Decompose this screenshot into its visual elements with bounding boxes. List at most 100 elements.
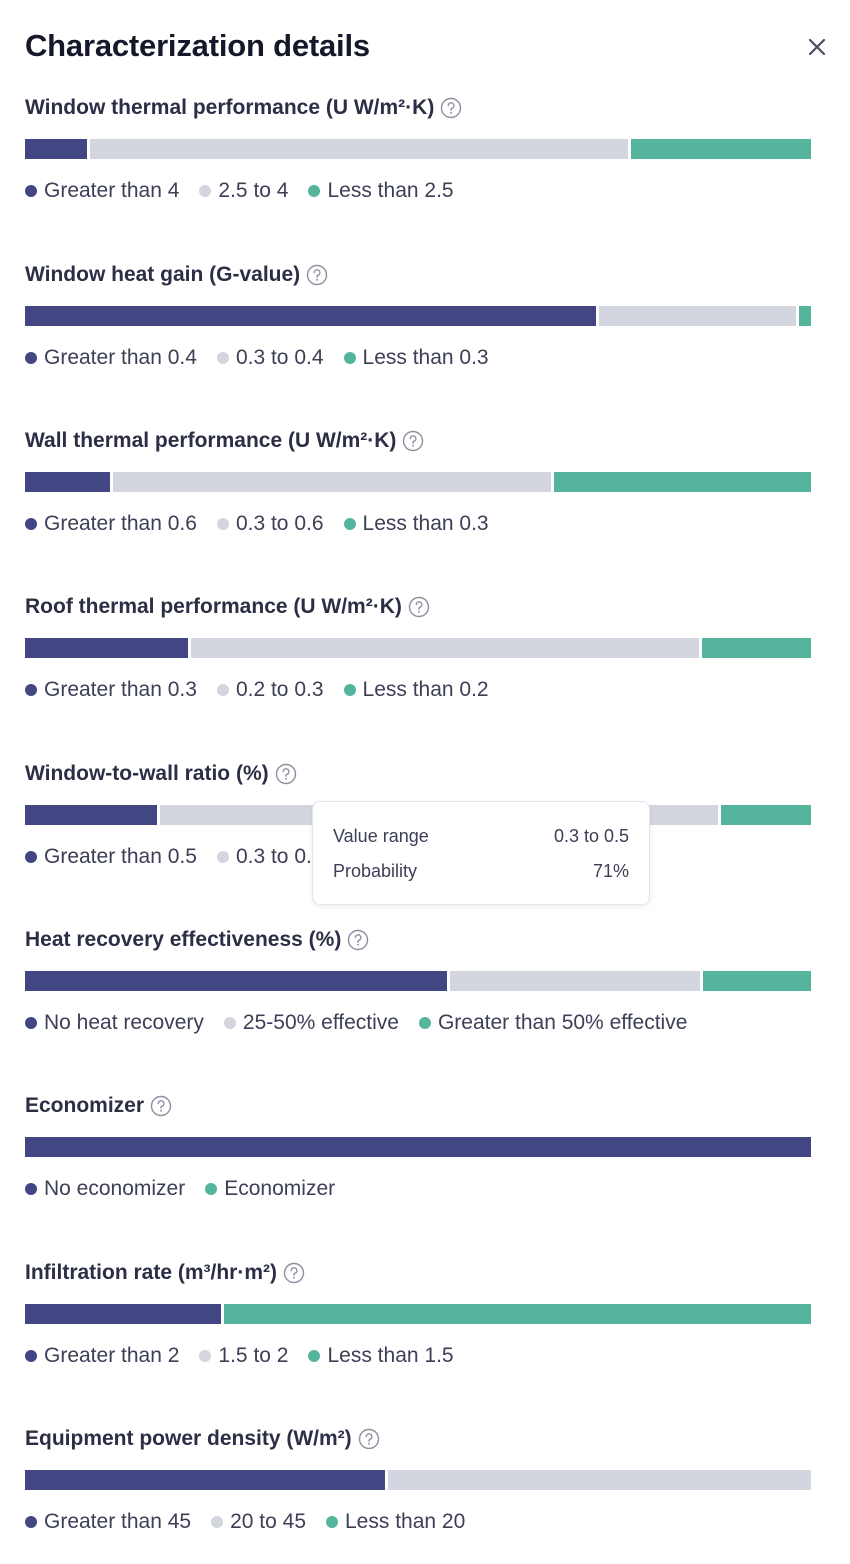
legend-dot-icon	[25, 352, 37, 364]
section-title-text: Heat recovery effectiveness (%)	[25, 928, 342, 951]
section-title: Economizer	[25, 1092, 811, 1120]
section-title: Window thermal performance (U W/m²·K)	[25, 94, 811, 122]
close-button[interactable]	[806, 36, 828, 58]
tooltip-probability-value: 71%	[592, 861, 629, 881]
legend-dot-icon	[199, 1350, 212, 1362]
bar-segment-low[interactable]	[630, 139, 811, 159]
help-icon[interactable]	[408, 596, 430, 618]
legend-item: Greater than 0.5	[25, 843, 197, 871]
bar-segment-mid[interactable]	[598, 306, 796, 326]
legend-dot-icon	[25, 1017, 37, 1029]
characterization-section: Wall thermal performance (U W/m²·K) Great…	[25, 427, 811, 538]
legend-item: Greater than 45	[25, 1508, 191, 1536]
legend-label: 1.5 to 2	[218, 1344, 289, 1367]
bar-segment-high[interactable]	[25, 1470, 386, 1490]
section-title: Window-to-wall ratio (%)	[25, 760, 811, 788]
legend-dot-icon	[205, 1183, 218, 1195]
legend-label: Greater than 45	[44, 1510, 192, 1533]
help-icon[interactable]	[306, 264, 328, 286]
legend-dot-icon	[25, 1516, 37, 1528]
close-icon	[808, 38, 826, 56]
characterization-section: Economizer No economizer Economizer	[25, 1092, 811, 1203]
help-icon[interactable]	[358, 1428, 380, 1450]
legend-item: 0.3 to 0.5	[216, 843, 324, 871]
legend-dot-icon	[25, 1183, 37, 1195]
distribution-bar[interactable]	[25, 971, 811, 991]
legend-item: Less than 1.5	[308, 1342, 454, 1370]
legend-item: 20 to 45	[211, 1508, 306, 1536]
bar-segment-high[interactable]	[25, 971, 447, 991]
legend-item: 0.2 to 0.3	[216, 676, 324, 704]
legend-item: 1.5 to 2	[199, 1342, 288, 1370]
legend-item: Greater than 0.3	[25, 676, 197, 704]
legend: No economizer Economizer	[25, 1175, 811, 1203]
legend-item: 25-50% effective	[223, 1009, 399, 1037]
bar-segment-high[interactable]	[25, 1137, 811, 1157]
legend-label: 20 to 45	[230, 1510, 306, 1533]
legend-dot-icon	[216, 684, 229, 696]
legend-item: Less than 0.3	[343, 344, 489, 372]
legend-label: 2.5 to 4	[218, 179, 289, 202]
legend-dot-icon	[25, 851, 37, 863]
legend-item: Greater than 2	[25, 1342, 179, 1370]
bar-segment-mid[interactable]	[113, 472, 551, 492]
legend-label: Greater than 50% effective	[437, 1011, 688, 1034]
section-title: Equipment power density (W/m²)	[25, 1425, 811, 1453]
legend-item: 0.3 to 0.6	[216, 510, 324, 538]
help-icon[interactable]	[283, 1262, 305, 1284]
help-icon[interactable]	[150, 1095, 172, 1117]
legend-label: Less than 0.3	[362, 512, 489, 535]
section-title: Infiltration rate (m³/hr·m²)	[25, 1259, 811, 1287]
legend: No heat recovery 25-50% effective Greater …	[25, 1009, 811, 1037]
distribution-bar[interactable]	[25, 1304, 811, 1324]
bar-segment-low[interactable]	[702, 971, 811, 991]
distribution-bar[interactable]	[25, 306, 811, 326]
bar-segment-low[interactable]	[553, 472, 811, 492]
bar-segment-mid[interactable]	[388, 1470, 811, 1490]
panel-header: Characterization details	[25, 26, 850, 66]
legend-item: No heat recovery	[25, 1009, 204, 1037]
tooltip-probability-row: Probability 71%	[333, 857, 629, 892]
legend-dot-icon	[343, 518, 356, 530]
legend-item: Less than 2.5	[308, 177, 454, 205]
bar-segment-mid[interactable]	[89, 139, 628, 159]
tooltip-range-value: 0.3 to 0.5	[553, 826, 629, 846]
legend-dot-icon	[308, 185, 321, 197]
help-icon[interactable]	[402, 430, 424, 452]
distribution-bar[interactable]	[25, 638, 811, 658]
legend-item: Economizer	[205, 1175, 335, 1203]
bar-segment-high[interactable]	[25, 472, 111, 492]
legend-label: 0.2 to 0.3	[235, 678, 324, 701]
tooltip-range-label: Value range	[333, 826, 429, 846]
bar-tooltip: Value range 0.3 to 0.5 Probability 71%	[312, 801, 650, 905]
bar-segment-low[interactable]	[223, 1304, 811, 1324]
bar-segment-low[interactable]	[720, 805, 811, 825]
section-title-text: Roof thermal performance (U W/m²·K)	[25, 595, 402, 618]
bar-segment-mid[interactable]	[449, 971, 700, 991]
bar-segment-high[interactable]	[25, 306, 596, 326]
section-title-text: Window-to-wall ratio (%)	[25, 762, 269, 785]
legend: Greater than 4 2.5 to 4 Less than 2.5	[25, 177, 811, 205]
bar-segment-high[interactable]	[25, 1304, 221, 1324]
help-icon[interactable]	[347, 929, 369, 951]
legend-dot-icon	[216, 352, 229, 364]
legend: Greater than 0.4 0.3 to 0.4 Less than 0.3	[25, 344, 811, 372]
bar-segment-high[interactable]	[25, 805, 157, 825]
legend-label: Less than 0.3	[362, 346, 489, 369]
legend-item: 2.5 to 4	[199, 177, 288, 205]
distribution-bar[interactable]	[25, 472, 811, 492]
bar-segment-high[interactable]	[25, 139, 87, 159]
tooltip-probability-label: Probability	[333, 861, 418, 881]
distribution-bar[interactable]	[25, 1137, 811, 1157]
help-icon[interactable]	[440, 97, 462, 119]
help-icon[interactable]	[275, 763, 297, 785]
bar-segment-mid[interactable]	[191, 638, 699, 658]
section-title: Wall thermal performance (U W/m²·K)	[25, 427, 811, 455]
bar-segment-low[interactable]	[701, 638, 811, 658]
bar-segment-high[interactable]	[25, 638, 189, 658]
bar-segment-low[interactable]	[798, 306, 811, 326]
distribution-bar[interactable]	[25, 139, 811, 159]
legend-label: Economizer	[224, 1177, 336, 1200]
characterization-section: Infiltration rate (m³/hr·m²) Greater than…	[25, 1259, 811, 1370]
distribution-bar[interactable]	[25, 1470, 811, 1490]
